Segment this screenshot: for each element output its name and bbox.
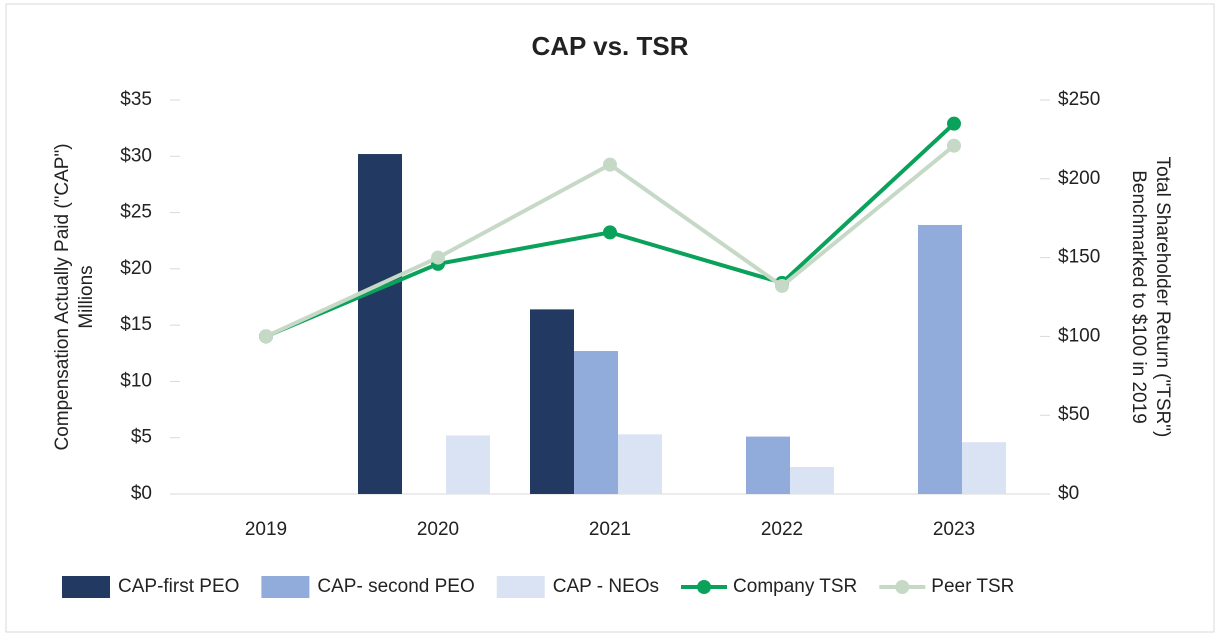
legend-label: CAP - NEOs [553,576,659,597]
bar [618,434,662,494]
y2-label-line: Benchmarked to $100 in 2019 [1128,170,1149,424]
x-tick-label: 2020 [417,519,459,540]
y-tick-label: $10 [120,370,152,391]
bar [574,351,618,494]
y-tick-label: $5 [131,427,152,448]
y-tick-label: $25 [120,202,152,223]
legend-label: Company TSR [733,576,857,597]
legend-label: CAP-first PEO [118,576,239,597]
line-marker [603,157,617,172]
y2-axis-label: Total Shareholder Return ("TSR") Benchma… [1128,157,1173,438]
y-tick-label: $30 [120,145,152,166]
legend-label: CAP- second PEO [317,576,474,597]
line-marker [259,329,273,344]
bar [446,435,490,494]
line-marker [775,278,789,293]
y2-label-line: Total Shareholder Return ("TSR") [1152,157,1173,438]
y-tick-label: $15 [120,314,152,335]
x-tick-label: 2023 [933,519,975,540]
line-marker [431,250,445,265]
legend-swatch [496,576,545,598]
y-label-line: Compensation Actually Paid ("CAP") [52,143,73,450]
x-tick-label: 2021 [589,519,631,540]
bar [530,309,574,494]
bar [790,466,834,494]
y-tick-label: $0 [131,483,152,504]
y2-tick-label: $200 [1058,168,1100,189]
y2-tick-label: $50 [1058,404,1090,425]
y-label-line: Millions [76,265,97,328]
legend-swatch [697,580,712,594]
bar [918,224,962,494]
legend-swatch [895,580,910,594]
legend-label: Peer TSR [931,576,1014,597]
legend-swatch [62,576,110,598]
x-tick-label: 2022 [761,519,803,540]
line-marker [947,138,961,153]
chart-title: CAP vs. TSR [531,31,688,61]
y2-tick-label: $250 [1058,89,1100,110]
line-marker [947,116,961,131]
legend-swatch [261,576,310,598]
x-tick-label: 2019 [245,519,287,540]
y2-tick-label: $100 [1058,325,1100,346]
y-tick-label: $35 [120,89,152,110]
y2-tick-label: $150 [1058,247,1100,268]
bar [962,442,1006,494]
y2-tick-label: $0 [1058,483,1079,504]
y-tick-label: $20 [120,258,152,279]
chart-frame [5,3,1215,633]
line-marker [603,225,617,240]
y-axis-label: Compensation Actually Paid ("CAP") Milli… [52,143,97,450]
bar [358,154,402,494]
bar [746,436,790,494]
